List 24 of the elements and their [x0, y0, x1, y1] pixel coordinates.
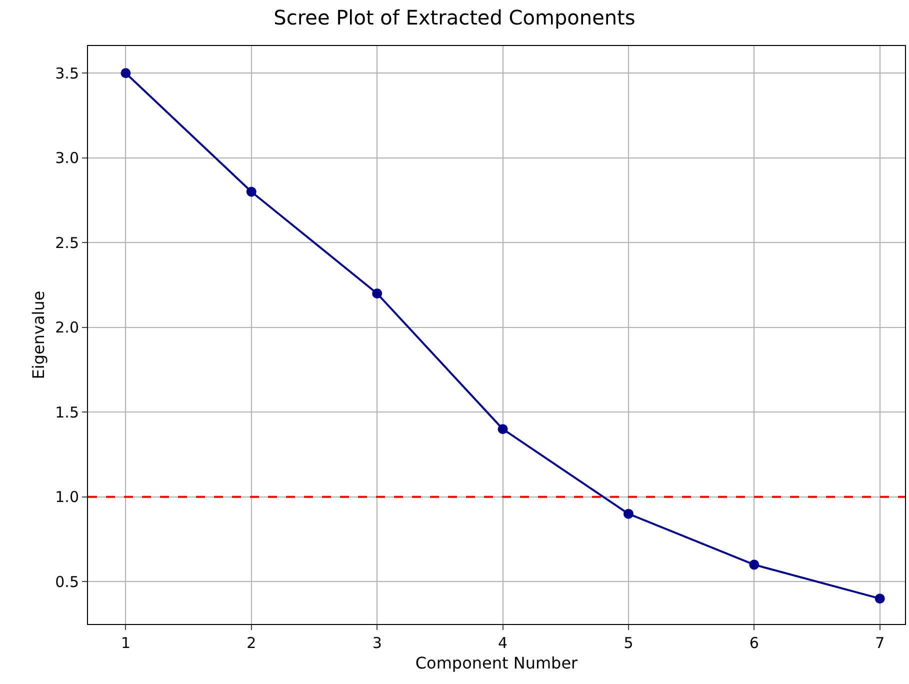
y-tick-label: 0.5 — [55, 572, 79, 591]
chart-title: Scree Plot of Extracted Components — [274, 5, 636, 30]
y-tick-label: 3.5 — [55, 64, 79, 82]
y-tick-label: 1.0 — [55, 488, 79, 506]
y-tick-label: 3.0 — [55, 149, 79, 168]
point — [372, 288, 382, 298]
point — [120, 68, 131, 78]
y-tick-label: 2.0 — [55, 318, 79, 337]
x-tick-label: 5 — [624, 634, 634, 652]
y-tick-label: 2.5 — [55, 234, 79, 252]
x-tick-label: 2 — [246, 634, 256, 652]
x-tick-label: 1 — [120, 634, 130, 652]
point — [749, 560, 760, 570]
x-tick-label: 4 — [498, 634, 508, 652]
point — [623, 508, 634, 519]
y-axis-title: Eigenvalue — [29, 290, 48, 380]
x-tick-label: 6 — [749, 634, 759, 652]
y-tick-label: 1.5 — [55, 403, 79, 422]
point — [498, 424, 508, 434]
x-axis-title: Component Number — [415, 654, 578, 673]
point — [874, 594, 885, 604]
point — [246, 186, 256, 197]
x-tick-label: 7 — [875, 634, 885, 652]
x-tick-label: 3 — [372, 634, 382, 652]
